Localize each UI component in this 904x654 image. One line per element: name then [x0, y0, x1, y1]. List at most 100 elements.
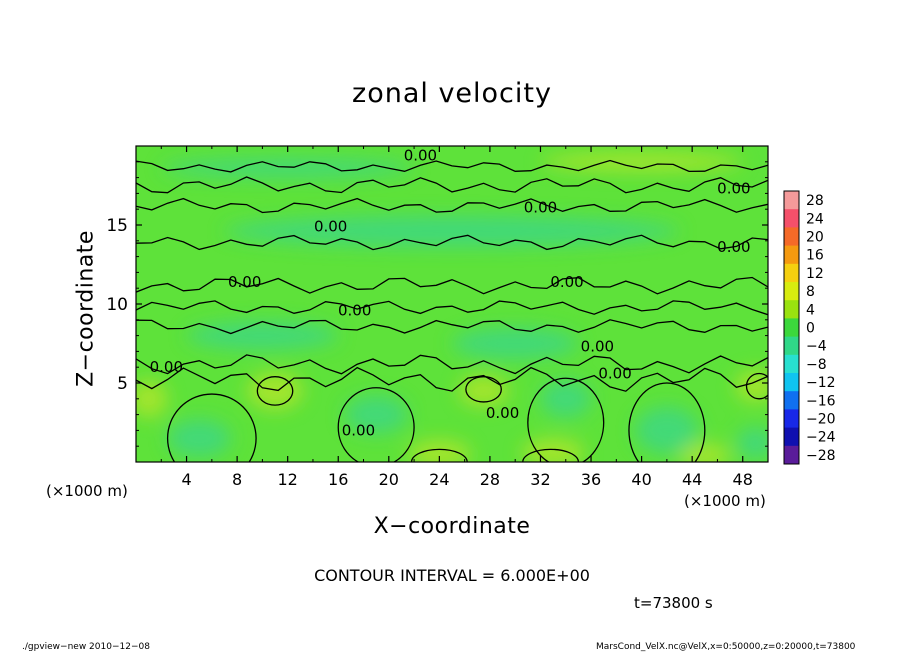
- x-tick-label: 28: [480, 470, 500, 489]
- x-tick-label: 12: [278, 470, 298, 489]
- colorbar-swatch: [784, 445, 799, 465]
- x-tick-label: 44: [682, 470, 702, 489]
- contour-label: 0.00: [228, 273, 261, 291]
- x-unit-left: (×1000 m): [46, 482, 128, 500]
- contour-line: [337, 387, 415, 462]
- x-unit-right: (×1000 m): [684, 492, 766, 510]
- contour-line: [745, 372, 768, 400]
- contour-line: [527, 377, 605, 462]
- contour-line: [465, 376, 502, 403]
- colorbar-swatch: [784, 391, 799, 410]
- field-patch: [161, 158, 415, 178]
- colorbar-label: −16: [806, 393, 836, 409]
- colorbar-swatch: [784, 282, 799, 301]
- contour-labels: 0.00 0.00 0.00 0.00 0.00 0.00 0.00 0.00 0.00 0.00…: [150, 146, 751, 439]
- contour-label: 0.00: [338, 301, 371, 319]
- colorbar-swatch: [784, 300, 799, 319]
- contour-label: 0.00: [717, 180, 750, 198]
- x-tick-label: 48: [733, 470, 753, 489]
- colorbar-swatch: [784, 191, 799, 210]
- contour-label: 0.00: [404, 146, 437, 164]
- time-label: t=73800 s: [634, 594, 713, 612]
- x-axis: 4 8 12 16 20 24 28 32 36 40 44 48: [160, 146, 753, 489]
- colorbar-label: 12: [806, 266, 824, 282]
- colorbar-label: −12: [806, 375, 836, 391]
- y-tick-label: 5: [117, 374, 128, 394]
- field-patch: [167, 419, 231, 458]
- x-tick-label: 24: [429, 470, 449, 489]
- colorbar-label: 16: [806, 248, 824, 264]
- colorbar-swatch: [784, 263, 799, 283]
- colorbar-swatch: [784, 336, 799, 356]
- colorbar-label: −24: [806, 430, 836, 446]
- contour-interval: CONTOUR INTERVAL = 6.000E+00: [314, 566, 590, 585]
- colorbar-swatch: [784, 354, 799, 374]
- contour-line: [628, 382, 706, 462]
- colorbar-swatch: [784, 409, 799, 429]
- contour-line: [136, 159, 768, 173]
- colorbar-swatch: [784, 209, 799, 228]
- contour-label: 0.00: [314, 218, 347, 236]
- field-patch: [407, 439, 471, 462]
- contour-label: 0.00: [150, 358, 183, 376]
- field-patch: [224, 215, 680, 248]
- contour-label: 0.00: [524, 199, 557, 217]
- contour-line: [136, 176, 768, 194]
- x-tick-label: 4: [181, 470, 191, 489]
- field-patch: [736, 427, 768, 459]
- contour-line: [166, 393, 257, 462]
- contour-label: 0.00: [486, 404, 519, 422]
- contour-label: 0.00: [717, 238, 750, 256]
- y-axis: 5 10 15: [106, 161, 768, 447]
- contour-label: 0.00: [581, 338, 614, 356]
- footer-right: MarsCond_VelX.nc@VelX,x=0:50000,z=0:2000…: [596, 642, 856, 652]
- colorbar-swatch: [784, 245, 799, 265]
- x-tick-label: 36: [581, 470, 601, 489]
- x-tick-label: 32: [530, 470, 550, 489]
- plot-field: [136, 146, 768, 462]
- x-tick-label: 8: [232, 470, 242, 489]
- field-patch: [186, 321, 339, 350]
- colorbar-label: 0: [806, 321, 815, 337]
- contour-label: 0.00: [598, 365, 631, 383]
- contour-line: [136, 300, 768, 316]
- colorbar-swatch: [784, 373, 799, 392]
- y-tick-label: 15: [106, 216, 128, 236]
- field-patch: [452, 327, 579, 360]
- colorbar-label: −20: [806, 412, 836, 428]
- contour-label: 0.00: [342, 421, 375, 439]
- colorbar-frame: [783, 190, 800, 465]
- colorbar-label: 4: [806, 302, 815, 318]
- contour-line: [256, 376, 294, 406]
- colorbar-swatch: [784, 318, 799, 338]
- contour-line: [136, 354, 768, 375]
- colorbar-swatch: [784, 227, 799, 247]
- field-patch: [344, 395, 408, 434]
- colorbar-label: 20: [806, 230, 824, 246]
- contour-line: [136, 197, 768, 214]
- y-axis-label: Z−coordinate: [73, 230, 99, 387]
- colorbar-label: 24: [806, 211, 824, 227]
- contour-line: [136, 276, 768, 295]
- colorbar-label: −28: [806, 448, 836, 464]
- colorbar-label: 28: [806, 193, 824, 209]
- colorbar-label: −4: [806, 339, 827, 355]
- field-patch: [635, 406, 699, 455]
- contour-line: [136, 234, 768, 251]
- y-tick-label: 10: [106, 295, 128, 315]
- colorbar-swatch: [784, 427, 799, 447]
- colorbar-label: 8: [806, 284, 815, 300]
- x-tick-label: 16: [328, 470, 348, 489]
- contour-line: [136, 366, 768, 392]
- contour-line: [136, 319, 768, 335]
- colorbar-label: −8: [806, 357, 827, 373]
- field-patch: [540, 379, 592, 418]
- x-tick-label: 20: [379, 470, 399, 489]
- field-patch: [735, 370, 768, 402]
- colorbar: 28 24 20 16 12 8 4 0 −4 −8 −12 −16 −20 −24 −28: [783, 190, 836, 465]
- x-axis-label: X−coordinate: [373, 514, 531, 539]
- contour-label: 0.00: [550, 273, 583, 291]
- chart-title: zonal velocity: [352, 78, 552, 109]
- x-tick-label: 40: [631, 470, 651, 489]
